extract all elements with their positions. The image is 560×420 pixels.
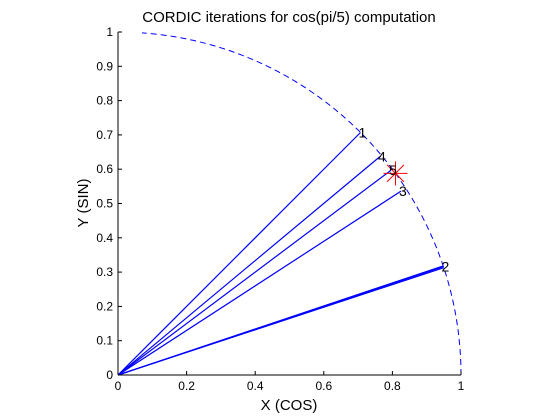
x-tick-label: 0.6 <box>315 379 332 393</box>
iteration-vector <box>117 132 361 376</box>
iteration-vector <box>117 156 381 376</box>
y-axis-ticks: 0 0.1 0.2 0.3 0.4 0.5 0.6 0.7 0.8 0.9 1 <box>96 25 122 382</box>
iteration-label: 4 <box>378 149 386 165</box>
iteration-vectors <box>117 132 445 376</box>
target-marker-stroke <box>386 164 405 183</box>
iteration-vector <box>117 169 392 376</box>
plot-area: 1 2 3 45 0 0.2 0.4 0.6 0.8 1 0 0.1 0.2 0.3 0.4 0.5 0.6… <box>96 25 464 393</box>
y-tick-label: 0.8 <box>96 94 113 108</box>
x-tick-label: 0.4 <box>247 379 264 393</box>
y-tick-label: 0.5 <box>96 197 113 211</box>
iteration-vector <box>117 267 445 376</box>
y-tick-label: 0.2 <box>96 299 113 313</box>
iteration-label: 5 <box>389 162 397 178</box>
y-tick-label: 0.7 <box>96 128 113 142</box>
x-axis-title: X (COS) <box>261 397 318 414</box>
x-tick-label: 0.2 <box>178 379 195 393</box>
y-tick-label: 0.4 <box>96 231 113 245</box>
y-axis-title: Y (SIN) <box>75 179 92 228</box>
y-tick-label: 0.1 <box>96 334 113 348</box>
y-tick-label: 0.3 <box>96 265 113 279</box>
iteration-label: 2 <box>442 259 450 275</box>
chart-title: CORDIC iterations for cos(pi/5) computat… <box>142 9 435 26</box>
x-tick-label: 0.8 <box>384 379 401 393</box>
x-axis-ticks: 0 0.2 0.4 0.6 0.8 1 <box>115 371 465 393</box>
y-tick-label: 1 <box>106 25 113 39</box>
iteration-labels: 1 2 3 45 <box>359 124 450 274</box>
y-tick-label: 0 <box>106 368 113 382</box>
unit-circle-arc <box>141 32 462 376</box>
y-tick-label: 0.9 <box>96 59 113 73</box>
iteration-label: 1 <box>359 124 367 140</box>
target-marker <box>383 161 408 186</box>
iteration-label: 3 <box>399 183 407 199</box>
x-tick-label: 0 <box>115 379 122 393</box>
y-tick-label: 0.6 <box>96 162 113 176</box>
x-tick-label: 1 <box>458 379 465 393</box>
iteration-vector <box>117 190 402 376</box>
